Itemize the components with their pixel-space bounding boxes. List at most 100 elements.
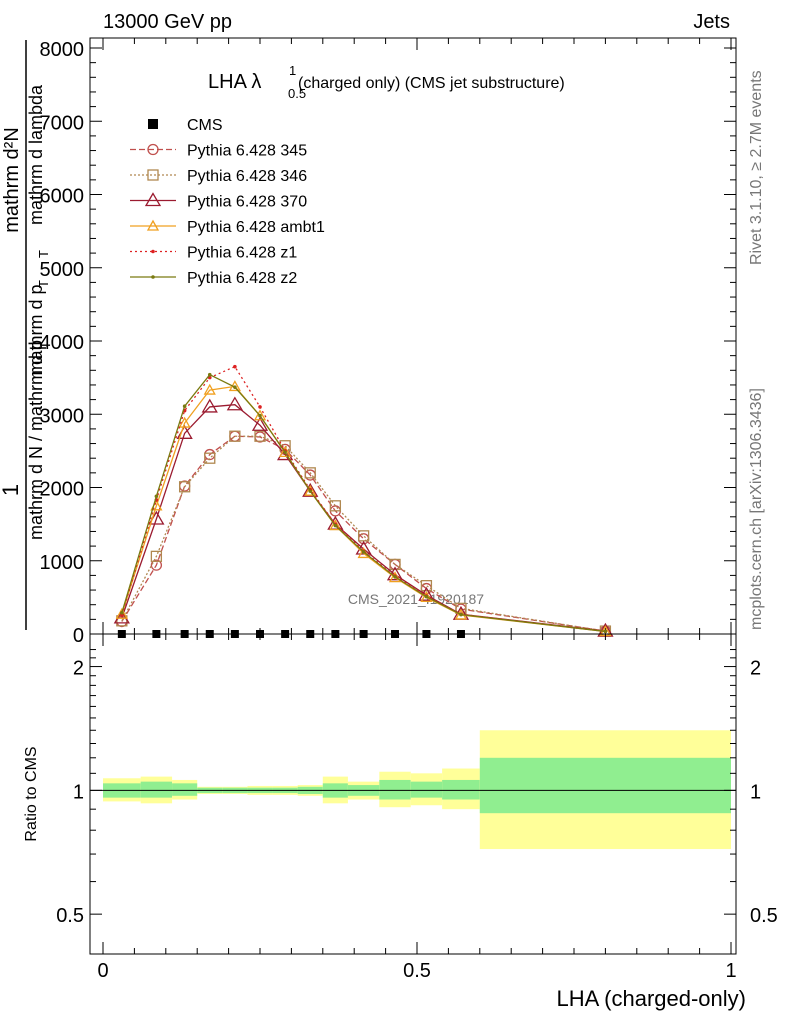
series-point	[201, 398, 218, 413]
legend: CMS Pythia 6.428 345 Pythia 6.428 346 Pythi…	[130, 117, 325, 287]
series-point	[233, 385, 237, 389]
legend-marker	[151, 275, 155, 279]
ratio-band-inner	[479, 757, 731, 814]
legend-marker	[147, 143, 159, 156]
x-axis-label: LHA (charged-only)	[556, 986, 746, 1011]
ylabel-denominator-sub: T	[36, 280, 51, 288]
legend-entry-cms: CMS	[148, 117, 223, 134]
series-point	[389, 558, 401, 571]
main-y-axis-label: 1 mathrm d²N mathrm d N / mathrm d p T m…	[0, 40, 51, 630]
legend-entry-series: Pythia 6.428 345	[130, 143, 307, 160]
series-point	[420, 591, 433, 603]
series-point	[204, 452, 216, 464]
ratio-plot: 0.5 0.5 1 1 2 2 Ratio to CMS	[23, 633, 778, 955]
series-point	[304, 467, 316, 479]
series-line	[121, 373, 606, 633]
series-point	[150, 559, 163, 571]
series-point	[603, 629, 608, 634]
main-ticks: 0 1000 2000 3000 4000 5000 6000 7000 8000	[40, 38, 736, 647]
plot-title-rest: (charged only) (CMS jet substructure)	[298, 75, 565, 92]
y-tick-label: 3000	[40, 405, 85, 427]
series-layer	[113, 364, 614, 637]
y-tick-label: 2000	[40, 479, 85, 501]
ratio-band-inner	[172, 783, 198, 796]
legend-entry-series: Pythia 6.428 z1	[130, 245, 297, 262]
series-point	[333, 523, 338, 528]
series-point	[207, 372, 212, 377]
x-axis-ticks: 0 0.5 1	[97, 634, 737, 982]
series-point	[424, 594, 429, 599]
series-point	[120, 610, 124, 615]
legend-label-cms: CMS	[187, 117, 223, 134]
x-tick-label: 0	[97, 960, 108, 982]
legend-entry-series: Pythia 6.428 ambt1	[130, 219, 325, 236]
y-tick-label: 5000	[40, 259, 85, 281]
energy-label: 13000 GeV pp	[103, 11, 232, 33]
ratio-plot-frame	[89, 633, 737, 955]
series-point	[329, 500, 342, 512]
ylabel-numerator-alt: mathrm d p	[26, 284, 46, 375]
rivet-label: Rivet 3.1.10, ≥ 2.7M events	[748, 70, 765, 265]
legend-marker	[144, 192, 162, 207]
legend-entry-series: Pythia 6.428 346	[130, 168, 307, 185]
ratio-band-inner	[410, 781, 443, 798]
series-point	[420, 580, 433, 592]
series-point	[253, 409, 267, 421]
plot-title-sub: 0.5	[288, 86, 306, 101]
series-point	[182, 404, 187, 408]
ratio-y-tick-label-right: 2	[750, 658, 761, 680]
series-point	[178, 416, 191, 428]
series-point	[203, 383, 216, 395]
series-point	[279, 446, 292, 457]
plot-title-main: LHA λ	[208, 71, 261, 93]
plot-title: LHA λ 1 0.5 (charged only) (CMS jet subs…	[208, 63, 565, 101]
series-point	[254, 430, 266, 442]
ratio-band-inner	[442, 779, 480, 800]
series-point	[393, 575, 397, 579]
x-tick-label: 0.5	[403, 960, 431, 982]
legend-label: Pythia 6.428 345	[187, 143, 307, 160]
series-line	[121, 435, 606, 632]
series-point	[233, 364, 237, 369]
y-tick-label: 6000	[40, 186, 85, 208]
jets-label: Jets	[693, 11, 730, 33]
ratio-uncertainty-bands	[103, 730, 731, 850]
y-tick-label: 1000	[40, 552, 85, 574]
legend-label: Pythia 6.428 ambt1	[187, 219, 325, 236]
ratio-band-inner	[140, 781, 173, 798]
ylabel-one: 1	[0, 484, 23, 496]
ylabel-numerator-alt2: mathrm d lambda	[26, 84, 46, 225]
mcplots-label: mcplots.cern.ch [arXiv:1306.3436]	[748, 388, 765, 630]
series-line	[121, 365, 606, 633]
ylabel-numerator: mathrm d²N	[1, 127, 23, 233]
ratio-y-tick-label-right: 1	[750, 781, 761, 803]
series-point	[258, 405, 262, 409]
y-tick-label: 8000	[40, 39, 85, 61]
legend-label: Pythia 6.428 z2	[187, 270, 297, 287]
legend-label: Pythia 6.428 z1	[187, 245, 297, 262]
series-point	[283, 450, 287, 455]
ratio-y-tick-label-right: 0.5	[750, 905, 778, 927]
series-point	[308, 489, 313, 493]
y-tick-label: 0	[73, 625, 84, 647]
legend-marker	[146, 219, 160, 231]
legend-entry-series: Pythia 6.428 370	[130, 192, 307, 211]
ratio-y-axis-label: Ratio to CMS	[23, 746, 40, 841]
series-point	[154, 494, 159, 499]
main-plot: 0 1000 2000 3000 4000 5000 6000 7000 8000 CMS_20…	[40, 37, 737, 647]
series-point	[115, 607, 128, 619]
legend-label: Pythia 6.428 370	[187, 194, 307, 211]
series-point	[113, 609, 130, 624]
legend-marker	[147, 169, 159, 181]
plot-title-sup: 1	[289, 63, 296, 78]
series-point	[258, 413, 262, 418]
legend-label: Pythia 6.428 346	[187, 168, 307, 185]
ylabel-denominator: mathrm d N / mathrm d p	[26, 340, 46, 540]
ylabel-numerator-alt-sub: T	[36, 250, 51, 258]
ratio-y-tick-label: 2	[73, 658, 84, 680]
series-point	[178, 481, 191, 493]
series-point	[329, 519, 342, 531]
ratio-ticks: 0.5 0.5 1 1 2 2	[56, 649, 778, 927]
series-point	[302, 482, 319, 497]
